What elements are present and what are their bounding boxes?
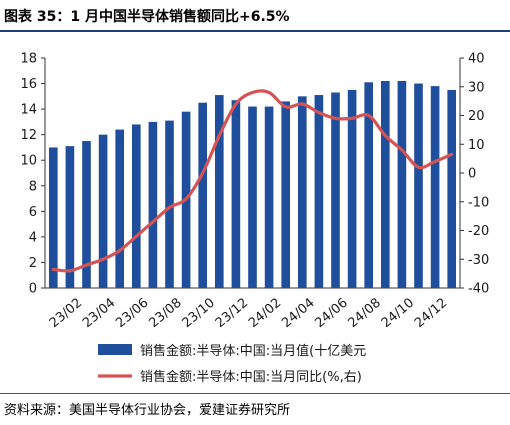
right-axis-tick-label: -40: [468, 282, 489, 297]
x-axis-tick-label: 24/12: [412, 296, 450, 332]
chart-title: 图表 35：1 月中国半导体销售额同比+6.5%: [4, 9, 290, 25]
yoy-line: [51, 89, 454, 273]
bar: [231, 100, 241, 289]
x-axis-tick-label: 24/10: [379, 296, 417, 332]
left-axis-tick-label: 2: [29, 256, 37, 271]
x-axis-tick-label: 24/08: [346, 296, 384, 332]
source-divider: [0, 393, 510, 394]
left-axis-tick-label: 8: [29, 179, 37, 194]
legend-bar-swatch: [98, 344, 132, 355]
bar: [264, 106, 274, 288]
bar: [65, 146, 75, 288]
x-axis-tick-label: 23/02: [47, 296, 85, 332]
right-axis-tick-label: 20: [468, 109, 485, 124]
legend-line-label: 销售金额:半导体:中国:当月同比(%,右): [140, 369, 362, 385]
bar: [430, 86, 440, 288]
bar: [148, 121, 158, 288]
bar: [281, 101, 291, 288]
bar: [347, 89, 357, 288]
bar: [82, 141, 91, 288]
bar: [414, 83, 423, 288]
left-axis-tick-label: 4: [29, 230, 37, 245]
bar: [364, 82, 374, 289]
source-note: 资料来源：美国半导体行业协会，爱建证券研究所: [4, 403, 291, 418]
x-axis-tick-label: 23/12: [213, 296, 251, 332]
title-divider: [0, 30, 510, 32]
bar: [131, 124, 141, 288]
right-axis-tick-label: 0: [468, 167, 476, 182]
bar: [447, 89, 457, 288]
bar: [380, 81, 390, 288]
bar: [165, 120, 174, 288]
right-axis-tick-label: 10: [468, 138, 485, 153]
bar: [98, 134, 108, 288]
left-axis-tick-label: 16: [20, 77, 37, 92]
left-axis-tick-label: 14: [20, 103, 37, 118]
right-axis-tick-label: -10: [468, 195, 489, 210]
x-axis-tick-label: 24/02: [246, 296, 284, 332]
left-axis-tick-label: 0: [29, 282, 37, 297]
bar: [48, 147, 58, 288]
left-axis-tick-label: 6: [29, 205, 37, 220]
x-axis-tick-label: 23/10: [180, 296, 218, 332]
x-axis-tick-label: 23/04: [80, 296, 118, 332]
bar: [314, 95, 324, 288]
right-axis-tick-label: 40: [468, 52, 485, 67]
x-axis-tick-label: 23/06: [113, 296, 151, 332]
bar: [198, 102, 208, 288]
x-axis-tick-label: 24/04: [279, 296, 317, 332]
legend-bar-label: 销售金额:半导体:中国:当月值(十亿美元: [140, 343, 366, 359]
bar: [115, 129, 125, 288]
x-axis-tick-label: 23/08: [146, 296, 184, 332]
right-axis-tick-label: -30: [468, 253, 489, 268]
bar: [248, 106, 257, 288]
bar: [214, 95, 224, 288]
right-axis-tick-label: -20: [468, 224, 489, 239]
left-axis-tick-label: 18: [20, 52, 37, 67]
x-axis-tick-label: 24/06: [312, 296, 350, 332]
left-axis-tick-label: 12: [20, 128, 37, 143]
combo-chart: 0 2 4 6 8 10 12 14 16 18 -40 -30 -20 -10 0 10 20 30 40 23/0…: [20, 52, 489, 386]
bar: [331, 92, 340, 288]
left-axis-tick-label: 10: [20, 154, 37, 169]
bar: [297, 96, 307, 288]
bar: [397, 81, 407, 288]
right-axis-tick-label: 30: [468, 80, 485, 95]
